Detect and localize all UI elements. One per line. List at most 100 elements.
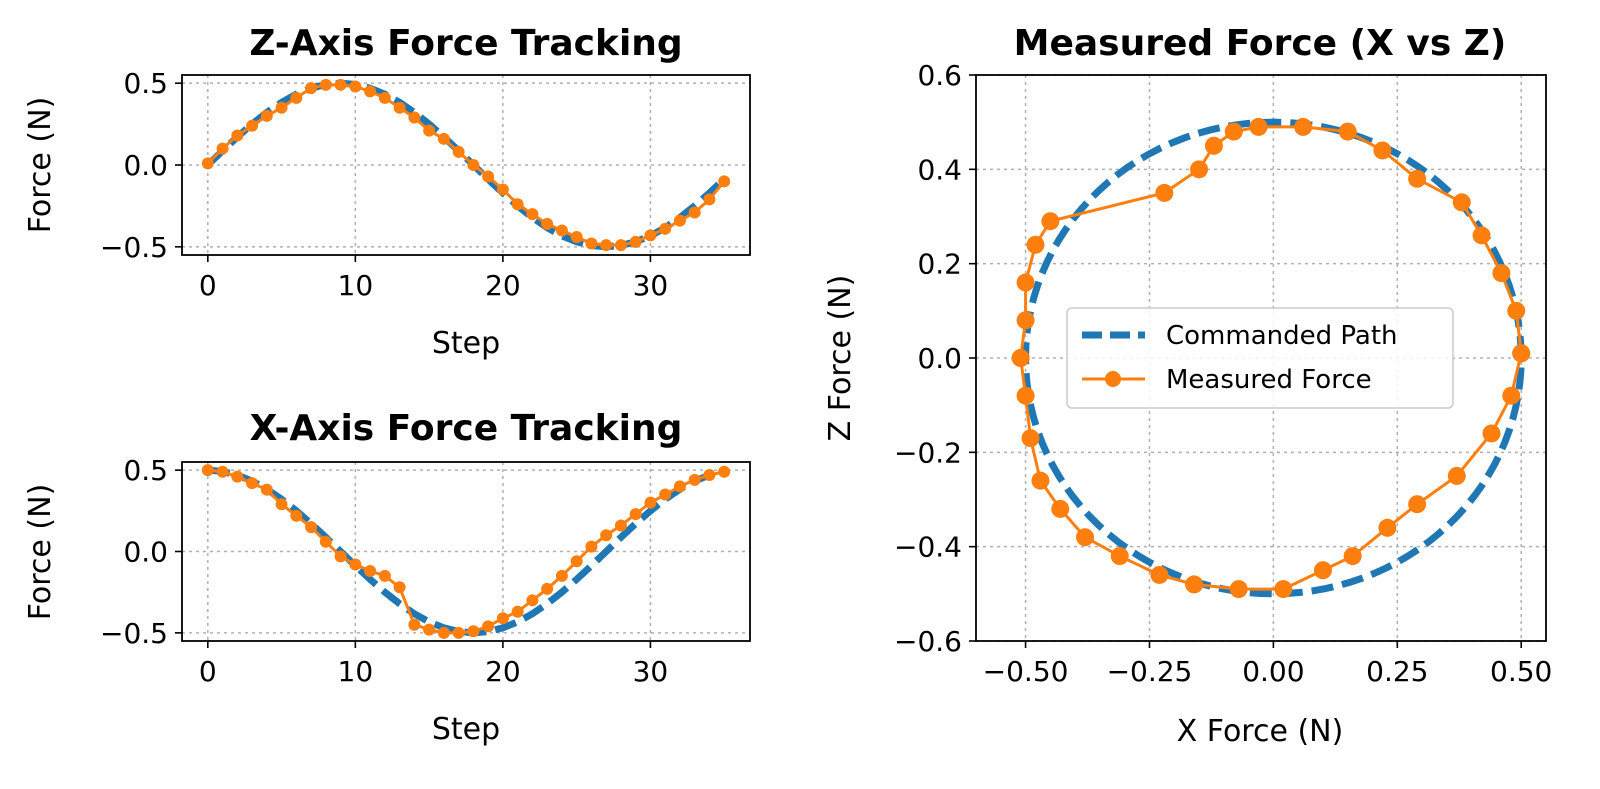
z-axis-measured-point-32 xyxy=(673,214,686,227)
x-axis-series-group xyxy=(201,464,731,639)
x-vs-z-xtick-label-3: 0.25 xyxy=(1366,655,1428,688)
x-vs-z-ytick-label-1: −0.4 xyxy=(894,531,962,564)
x-axis-measured-point-16 xyxy=(437,626,450,639)
x-vs-z-measured-point-16 xyxy=(1016,273,1035,292)
x-vs-z-measured-point-22 xyxy=(1051,499,1070,518)
z-axis-measured-point-15 xyxy=(423,124,436,137)
z-axis-measured-point-5 xyxy=(275,101,288,114)
x-axis-measured-point-33 xyxy=(688,473,701,486)
x-vs-z-ytick-label-6: 0.6 xyxy=(917,59,962,92)
z-axis-measured-point-0 xyxy=(201,157,214,170)
z-axis-measured-point-9 xyxy=(334,78,347,91)
legend-measured-label: Measured Force xyxy=(1166,365,1372,395)
x-axis-measured-point-34 xyxy=(703,469,716,482)
x-axis-chart-ylabel: Force (N) xyxy=(23,484,58,621)
z-axis-xtick-label-2: 20 xyxy=(485,269,521,302)
z-axis-measured-point-30 xyxy=(644,229,657,242)
z-axis-measured-point-10 xyxy=(349,80,362,93)
z-axis-xtick-label-0: 0 xyxy=(199,269,217,302)
x-axis-measured-point-4 xyxy=(260,483,273,496)
z-axis-measured-point-22 xyxy=(526,208,539,221)
x-vs-z-measured-point-31 xyxy=(1378,518,1397,537)
x-vs-z-measured-point-17 xyxy=(1016,311,1035,330)
x-vs-z-measured-point-5 xyxy=(1408,169,1427,188)
x-axis-measured-point-3 xyxy=(246,477,259,490)
x-vs-z-ytick-label-3: 0.0 xyxy=(917,342,962,375)
z-axis-measured-point-24 xyxy=(555,224,568,237)
x-vs-z-measured-point-30 xyxy=(1343,547,1362,566)
x-axis-measured-point-10 xyxy=(349,558,362,571)
x-vs-z-measured-point-11 xyxy=(1204,136,1223,155)
x-axis-ytick-label-0: −0.5 xyxy=(100,617,168,650)
legend-measured-marker xyxy=(1105,371,1121,387)
x-vs-z-measured-point-35 xyxy=(1502,386,1521,405)
z-axis-measured-point-26 xyxy=(585,237,598,250)
x-axis-measured-point-18 xyxy=(467,625,480,638)
x-axis-measured-point-32 xyxy=(673,480,686,493)
x-axis-measured-point-7 xyxy=(305,521,318,534)
x-vs-z-xtick-label-1: −0.25 xyxy=(1107,655,1193,688)
x-axis-measured-point-14 xyxy=(408,618,421,631)
x-axis-measured-point-5 xyxy=(275,498,288,511)
z-axis-measured-point-7 xyxy=(305,82,318,95)
x-axis-measured-point-12 xyxy=(378,569,391,582)
z-axis-chart-title: Z-Axis Force Tracking xyxy=(249,23,682,64)
x-vs-z-xtick-label-4: 0.50 xyxy=(1490,655,1552,688)
z-axis-xtick-label-1: 10 xyxy=(338,269,374,302)
x-axis-chart-title: X-Axis Force Tracking xyxy=(250,408,683,449)
x-vs-z-measured-point-33 xyxy=(1447,466,1466,485)
z-axis-measured-point-12 xyxy=(378,91,391,104)
x-vs-z-measured-point-32 xyxy=(1408,495,1427,514)
x-axis-measured-point-20 xyxy=(496,612,509,625)
x-vs-z-chart-xlabel: X Force (N) xyxy=(1177,714,1344,749)
x-axis-measured-point-17 xyxy=(452,626,465,639)
x-axis-measured-point-24 xyxy=(555,569,568,582)
x-vs-z-measured-point-8 xyxy=(1294,117,1313,136)
x-vs-z-measured-point-10 xyxy=(1224,122,1243,141)
x-vs-z-xtick-label-0: −0.50 xyxy=(983,655,1069,688)
x-axis-chart-xlabel: Step xyxy=(432,712,500,747)
z-axis-chart-ylabel: Force (N) xyxy=(23,97,58,234)
z-axis-measured-point-1 xyxy=(216,142,229,155)
z-axis-measured-point-31 xyxy=(659,222,672,235)
x-axis-measured-point-11 xyxy=(364,565,377,578)
x-vs-z-measured-point-23 xyxy=(1076,528,1095,547)
z-axis-measured-point-19 xyxy=(482,170,495,183)
z-axis-measured-point-3 xyxy=(246,119,259,132)
x-vs-z-measured-point-36 xyxy=(1512,344,1531,363)
x-vs-z-measured-point-9 xyxy=(1249,117,1268,136)
z-axis-measured-point-8 xyxy=(319,78,332,91)
z-axis-measured-point-2 xyxy=(231,129,244,142)
x-vs-z-measured-point-20 xyxy=(1021,429,1040,448)
x-axis-ytick-label-1: 0.0 xyxy=(123,536,168,569)
z-axis-measured-point-23 xyxy=(541,217,554,230)
z-axis-ytick-label-0: −0.5 xyxy=(100,231,168,264)
x-vs-z-measured-point-26 xyxy=(1185,575,1204,594)
x-vs-z-measured-point-25 xyxy=(1150,565,1169,584)
x-axis-measured-point-23 xyxy=(541,582,554,595)
z-axis-ytick-label-2: 0.5 xyxy=(123,67,168,100)
z-axis-measured-point-6 xyxy=(290,91,303,104)
x-vs-z-measured-point-29 xyxy=(1313,561,1332,580)
x-axis-measured-point-26 xyxy=(585,540,598,553)
x-axis-measured-point-1 xyxy=(216,465,229,478)
x-axis-measured-point-28 xyxy=(614,519,627,532)
z-axis-series-group xyxy=(201,78,731,252)
x-axis-measured-point-6 xyxy=(290,509,303,522)
x-vs-z-chart-title: Measured Force (X vs Z) xyxy=(1014,23,1507,64)
x-vs-z-measured-point-27 xyxy=(1229,580,1248,599)
z-axis-measured-point-4 xyxy=(260,109,273,122)
x-axis-chart: X-Axis Force Tracking Step Force (N) 0 10… xyxy=(23,408,751,747)
z-axis-measured-point-18 xyxy=(467,159,480,171)
x-axis-measured-point-27 xyxy=(600,529,613,542)
z-axis-measured-point-16 xyxy=(437,132,450,145)
x-axis-ytick-label-2: 0.5 xyxy=(123,454,168,487)
z-axis-ytick-label-1: 0.0 xyxy=(123,149,168,182)
x-axis-measured-point-9 xyxy=(334,550,347,563)
x-vs-z-ytick-label-0: −0.6 xyxy=(894,625,962,658)
x-vs-z-measured-point-6 xyxy=(1373,141,1392,160)
x-vs-z-measured-point-24 xyxy=(1110,547,1129,566)
x-vs-z-measured-point-34 xyxy=(1482,424,1501,443)
x-axis-measured-point-35 xyxy=(718,465,731,478)
